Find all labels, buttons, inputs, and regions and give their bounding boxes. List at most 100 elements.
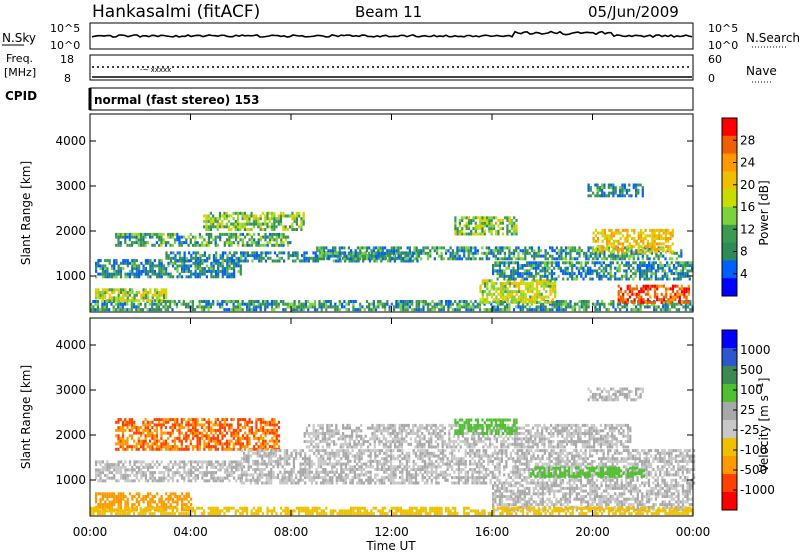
heatmap-cell <box>327 257 330 261</box>
heatmap-cell <box>573 272 576 276</box>
heatmap-cell <box>264 420 267 424</box>
heatmap-cell <box>587 194 590 198</box>
heatmap-cell <box>212 439 215 443</box>
heatmap-cell <box>616 257 620 261</box>
heatmap-cell <box>335 259 338 263</box>
heatmap-cell <box>578 254 581 258</box>
heatmap-cell <box>205 468 208 472</box>
heatmap-cell <box>517 284 521 288</box>
heatmap-cell <box>619 237 622 240</box>
heatmap-cell <box>456 246 459 250</box>
heatmap-cell <box>264 300 267 303</box>
heatmap-cell <box>607 277 610 281</box>
heatmap-cell <box>178 463 181 467</box>
heatmap-cell <box>244 418 247 422</box>
heatmap-cell <box>117 232 120 236</box>
heatmap-cell <box>393 249 396 253</box>
heatmap-cell <box>585 257 588 261</box>
heatmap-cell <box>283 468 286 471</box>
heatmap-cell <box>601 239 604 243</box>
heatmap-cell <box>256 468 259 471</box>
heatmap-cell <box>361 251 364 255</box>
heatmap-cell <box>218 302 222 306</box>
nsky-trace <box>91 30 693 39</box>
heatmap-cell <box>133 267 136 271</box>
heatmap-cell <box>664 257 667 261</box>
heatmap-cell <box>343 305 346 309</box>
heatmap-cell <box>515 219 518 222</box>
heatmap-cell <box>559 266 562 270</box>
heatmap-cell <box>153 269 156 273</box>
heatmap-cell <box>196 445 199 449</box>
heatmap-cell <box>252 219 255 223</box>
heatmap-cell <box>101 497 104 501</box>
heatmap-cell <box>207 439 210 443</box>
heatmap-cell <box>230 439 233 443</box>
heatmap-cell <box>540 295 543 299</box>
heatmap-cell <box>465 302 468 306</box>
heatmap-cell <box>187 275 190 279</box>
heatmap-cell <box>162 293 166 297</box>
heatmap-cell <box>104 479 107 483</box>
heatmap-cell <box>124 232 127 236</box>
heatmap-cell <box>589 194 592 198</box>
heatmap-cell <box>165 254 168 258</box>
heatmap-cell <box>197 259 200 263</box>
heatmap-cell <box>314 259 317 263</box>
heatmap-cell <box>313 308 317 312</box>
heatmap-cell <box>272 476 275 480</box>
heatmap-cell <box>124 473 127 477</box>
heatmap-cell <box>618 269 621 273</box>
heatmap-cell <box>237 463 240 467</box>
heatmap-cell <box>337 259 340 263</box>
heatmap-cell <box>302 302 305 306</box>
heatmap-cell <box>564 305 568 309</box>
heatmap-cell <box>329 251 332 255</box>
heatmap-cell <box>124 272 127 276</box>
heatmap-cell <box>218 211 222 215</box>
heatmap-cell <box>594 308 597 312</box>
heatmap-cell <box>283 451 286 455</box>
heatmap-cell <box>148 302 151 306</box>
heatmap-cell <box>158 420 161 424</box>
heatmap-cell <box>488 279 491 283</box>
heatmap-cell <box>529 284 532 288</box>
heatmap-cell <box>600 274 603 278</box>
heatmap-cell <box>142 420 145 424</box>
heatmap-cell <box>280 238 283 242</box>
heatmap-cell <box>603 247 606 251</box>
heatmap-cell <box>239 228 242 231</box>
heatmap-cell <box>253 436 256 440</box>
heatmap-cell <box>153 288 156 292</box>
heatmap-cell <box>495 229 498 233</box>
heatmap-cell <box>128 445 131 449</box>
heatmap-cell <box>334 246 337 250</box>
heatmap-cell <box>139 302 142 306</box>
heatmap-cell <box>467 251 470 255</box>
heatmap-cell <box>178 426 181 430</box>
heatmap-cell <box>603 237 606 240</box>
heatmap-cell <box>173 418 177 422</box>
heatmap-cell <box>126 479 129 483</box>
heatmap-cell <box>246 228 249 231</box>
heatmap-cell <box>630 249 633 253</box>
heatmap-cell <box>549 279 552 283</box>
heatmap-cell <box>105 302 108 306</box>
heatmap-cell <box>334 305 337 309</box>
heatmap-cell <box>253 431 256 435</box>
heatmap-cell <box>246 259 249 263</box>
heatmap-cell <box>190 465 193 469</box>
heatmap-cell <box>260 259 263 263</box>
heatmap-cell <box>644 245 647 249</box>
heatmap-cell <box>171 500 175 504</box>
heatmap-cell <box>495 232 498 236</box>
heatmap-cell <box>325 256 329 260</box>
heatmap-cell <box>246 251 249 255</box>
heatmap-cell <box>406 300 409 303</box>
heatmap-cell <box>167 473 170 477</box>
heatmap-cell <box>639 266 642 270</box>
heatmap-cell <box>113 503 116 507</box>
heatmap-cell <box>224 251 227 255</box>
heatmap-cell <box>241 434 244 438</box>
heatmap-cell <box>253 254 256 258</box>
